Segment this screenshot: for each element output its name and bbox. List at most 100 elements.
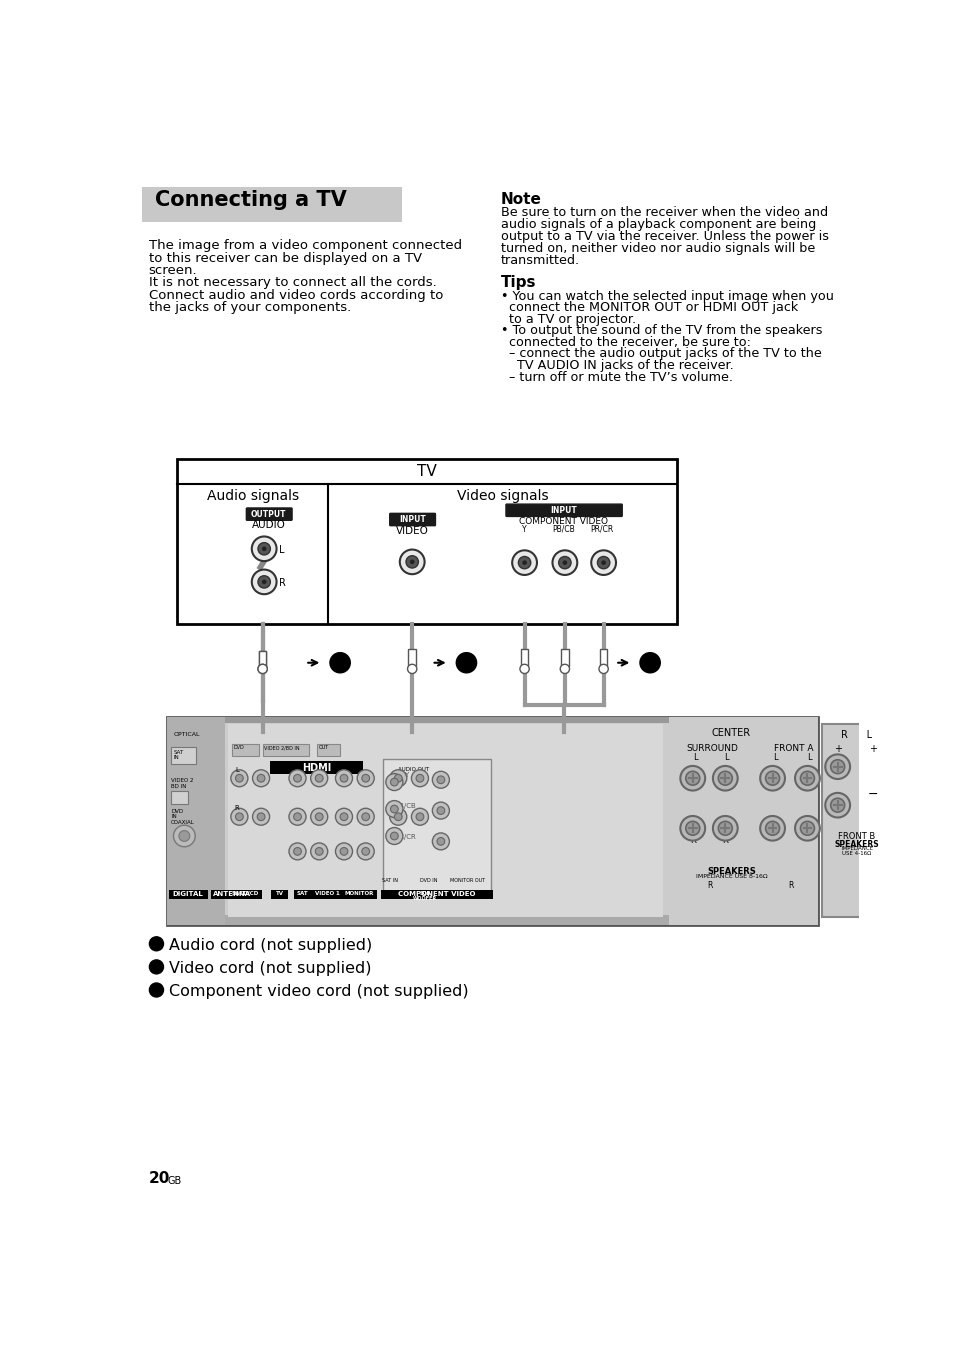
Circle shape <box>252 537 276 561</box>
Circle shape <box>760 767 784 791</box>
Circle shape <box>335 769 353 787</box>
Circle shape <box>558 557 571 569</box>
Text: A: A <box>335 657 345 672</box>
Circle shape <box>253 769 270 787</box>
Text: screen.: screen. <box>149 264 197 277</box>
Text: L: L <box>773 753 778 761</box>
Text: TV: TV <box>417 464 436 479</box>
FancyBboxPatch shape <box>390 514 435 526</box>
Text: B: B <box>152 963 160 972</box>
Circle shape <box>436 807 444 814</box>
Text: TV AUDIO IN jacks of the receiver.: TV AUDIO IN jacks of the receiver. <box>500 360 733 372</box>
Circle shape <box>329 652 351 673</box>
Text: the jacks of your components.: the jacks of your components. <box>149 301 351 314</box>
Circle shape <box>294 813 301 821</box>
Circle shape <box>257 576 270 588</box>
Circle shape <box>591 550 616 575</box>
Text: SAT: SAT <box>296 891 309 895</box>
Circle shape <box>407 664 416 673</box>
FancyBboxPatch shape <box>505 504 621 516</box>
Text: COMPONENT VIDEO: COMPONENT VIDEO <box>518 518 607 526</box>
Circle shape <box>294 775 301 781</box>
Circle shape <box>519 664 529 673</box>
Text: IN: IN <box>173 756 179 760</box>
Text: DVD: DVD <box>233 745 244 750</box>
Text: Audio cord (not supplied): Audio cord (not supplied) <box>169 938 372 953</box>
Text: SURROUND: SURROUND <box>685 744 738 753</box>
Text: CENTER: CENTER <box>711 729 750 738</box>
Text: Y: Y <box>521 525 526 534</box>
Circle shape <box>600 560 605 565</box>
Bar <box>382 758 491 894</box>
Bar <box>228 725 662 917</box>
Circle shape <box>760 817 784 841</box>
Text: SPEAKERS: SPEAKERS <box>834 840 879 849</box>
Text: R: R <box>706 880 712 890</box>
Bar <box>560 649 568 665</box>
Circle shape <box>289 808 306 825</box>
Bar <box>171 748 195 764</box>
FancyBboxPatch shape <box>246 508 292 521</box>
Text: BD IN: BD IN <box>171 784 187 788</box>
Circle shape <box>390 806 397 813</box>
Bar <box>167 717 225 925</box>
Text: Video cord (not supplied): Video cord (not supplied) <box>169 961 371 976</box>
Text: PR/CR: PR/CR <box>590 525 613 534</box>
Circle shape <box>562 560 567 565</box>
Text: Audio signals: Audio signals <box>207 488 299 503</box>
Text: B: B <box>460 657 472 672</box>
Text: R: R <box>234 806 239 811</box>
Text: L: L <box>723 753 728 761</box>
Circle shape <box>685 771 699 786</box>
Circle shape <box>432 833 449 850</box>
Text: – turn off or mute the TV’s volume.: – turn off or mute the TV’s volume. <box>500 370 732 384</box>
Text: SAT IN: SAT IN <box>382 879 398 883</box>
Circle shape <box>231 769 248 787</box>
Circle shape <box>512 550 537 575</box>
Text: L: L <box>806 753 810 761</box>
Text: connect the MONITOR OUT or HDMI OUT jack: connect the MONITOR OUT or HDMI OUT jack <box>500 301 797 314</box>
Circle shape <box>149 983 164 998</box>
Circle shape <box>517 557 530 569</box>
Bar <box>270 761 363 773</box>
Circle shape <box>252 569 276 595</box>
Circle shape <box>149 936 164 952</box>
Bar <box>408 890 442 899</box>
Text: output to a TV via the receiver. Unless the power is: output to a TV via the receiver. Unless … <box>500 230 828 243</box>
Circle shape <box>432 771 449 788</box>
Circle shape <box>639 652 660 673</box>
Circle shape <box>436 776 444 784</box>
Circle shape <box>712 817 737 841</box>
Text: PB/CB: PB/CB <box>552 525 574 534</box>
Circle shape <box>765 822 779 836</box>
Bar <box>167 717 818 723</box>
Circle shape <box>394 813 402 821</box>
Bar <box>169 890 208 899</box>
Bar <box>342 890 376 899</box>
Circle shape <box>794 817 819 841</box>
Bar <box>232 744 258 756</box>
Circle shape <box>800 822 814 836</box>
Text: Y: Y <box>403 772 408 779</box>
Text: −: − <box>866 787 877 800</box>
Text: IN: IN <box>171 814 176 819</box>
Text: transmitted.: transmitted. <box>500 254 579 266</box>
Bar <box>142 187 402 222</box>
Text: R: R <box>788 880 793 890</box>
Text: Connecting a TV: Connecting a TV <box>154 191 346 210</box>
Circle shape <box>416 813 423 821</box>
Circle shape <box>257 664 267 673</box>
Bar <box>171 791 188 804</box>
Circle shape <box>231 808 248 825</box>
Text: PB/CB: PB/CB <box>395 803 416 808</box>
Text: FRONT A: FRONT A <box>773 744 812 753</box>
Text: DVD: DVD <box>171 808 183 814</box>
Circle shape <box>289 769 306 787</box>
Text: C: C <box>644 657 655 672</box>
Text: ANTENNA: ANTENNA <box>213 891 252 896</box>
Circle shape <box>712 767 737 791</box>
Text: COAXIAL: COAXIAL <box>171 819 194 825</box>
Circle shape <box>340 848 348 856</box>
Bar <box>821 725 891 917</box>
Circle shape <box>361 848 369 856</box>
